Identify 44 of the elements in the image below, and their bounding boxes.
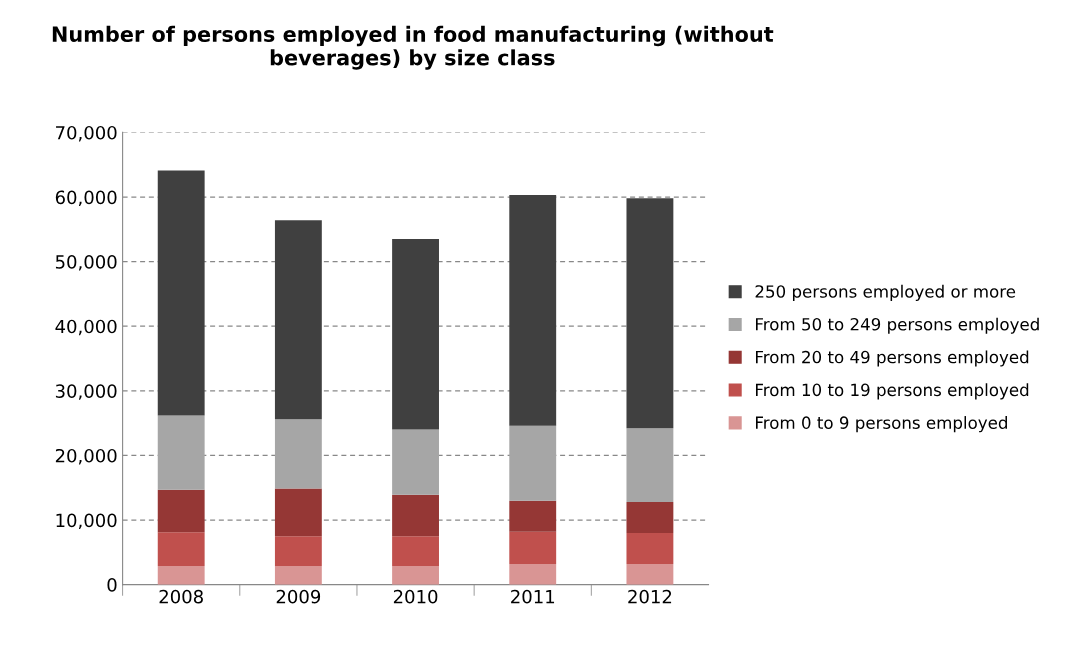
legend-label: From 50 to 249 persons employed [756,317,1039,334]
bar [157,565,205,585]
bar [626,563,674,585]
y-tick-label: 40,000 [55,319,117,336]
bar [392,536,439,566]
bar [509,563,557,585]
bar [626,428,674,502]
bar [274,536,322,566]
x-tick-label: 2010 [393,589,438,604]
y-tick-label: 20,000 [55,448,117,465]
bar [509,425,557,501]
bar [509,195,557,426]
legend-label: 250 persons employed or more [755,284,1016,301]
y-tick-label: 60,000 [55,190,117,206]
legend-label: From 20 to 49 persons employed [756,350,1029,367]
bar [157,170,205,416]
bar [157,532,205,566]
x-tick-label: 2009 [276,589,321,604]
bar [626,532,674,564]
bar [509,500,557,532]
legend-label: From 10 to 19 persons employed [756,383,1029,400]
bar [392,494,439,537]
y-tick-label: 70,000 [56,125,117,142]
bar [392,239,439,430]
bar [274,488,322,537]
y-tick-label: 0 [107,578,117,592]
y-tick-label: 50,000 [55,255,117,271]
x-tick-label: 2011 [511,589,555,604]
bar [274,565,322,585]
bar [392,565,439,585]
x-tick-label: 2008 [159,589,203,604]
bar [626,198,674,429]
bar [274,419,322,489]
y-tick-label: 30,000 [55,384,117,400]
chart-title: Number of persons employed in food manufacturing (without beverages) by size class [52,25,774,70]
y-tick-label: 10,000 [56,513,117,529]
bar [626,501,674,533]
x-tick-label: 2012 [628,589,672,604]
bar [509,531,557,564]
bar [157,489,205,533]
legend-label: From 0 to 9 persons employed [756,416,1007,433]
bar [392,429,439,495]
bar [274,220,322,420]
bar [157,415,205,490]
